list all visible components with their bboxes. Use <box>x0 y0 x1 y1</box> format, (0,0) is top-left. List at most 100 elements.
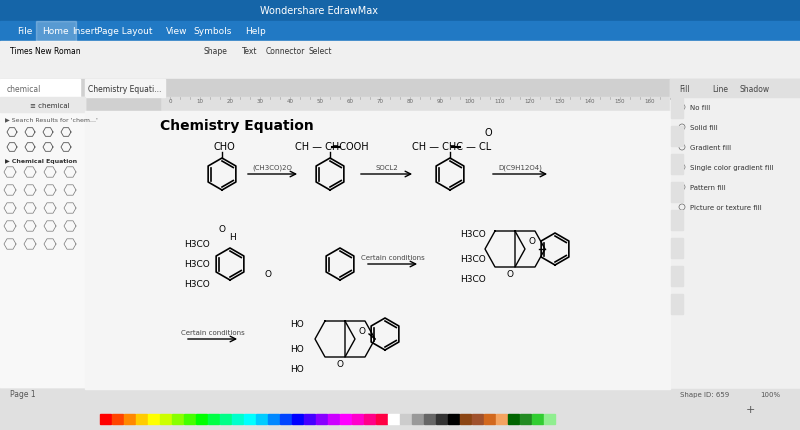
Text: Text: Text <box>242 47 258 56</box>
Bar <box>0 80 800 98</box>
Text: Certain conditions: Certain conditions <box>361 255 424 261</box>
Text: 100%: 100% <box>760 391 780 397</box>
Bar <box>124 414 135 424</box>
Text: O: O <box>337 359 343 369</box>
Text: H3CO: H3CO <box>184 260 210 269</box>
Bar <box>0 42 800 62</box>
Text: Chemistry Equation: Chemistry Equation <box>160 119 314 133</box>
Bar <box>424 414 435 424</box>
Text: SOCL2: SOCL2 <box>375 165 398 171</box>
Text: Select: Select <box>308 47 332 56</box>
Text: File: File <box>18 28 33 37</box>
Bar <box>268 414 279 424</box>
Bar <box>472 414 483 424</box>
Text: 140: 140 <box>585 99 595 104</box>
Text: Solid fill: Solid fill <box>690 125 718 131</box>
Bar <box>388 414 399 424</box>
Text: H3CO: H3CO <box>184 280 210 289</box>
Text: Page 1: Page 1 <box>10 390 36 399</box>
Bar <box>0 80 80 98</box>
Bar <box>436 414 447 424</box>
Text: Line: Line <box>712 84 728 93</box>
Bar <box>220 414 231 424</box>
Bar <box>671 155 683 175</box>
Text: 110: 110 <box>494 99 506 104</box>
Text: Chemistry Equati...: Chemistry Equati... <box>88 84 162 93</box>
Bar <box>508 414 519 424</box>
Bar <box>316 414 327 424</box>
Text: Times New Roman: Times New Roman <box>10 47 81 56</box>
Text: 30: 30 <box>257 99 263 104</box>
Bar <box>671 239 683 258</box>
Bar <box>136 414 147 424</box>
Text: O: O <box>506 270 514 279</box>
Text: Home: Home <box>42 28 68 37</box>
Text: 90: 90 <box>437 99 443 104</box>
Text: Page Layout: Page Layout <box>98 28 153 37</box>
Text: H3CO: H3CO <box>184 240 210 249</box>
Bar <box>0 389 800 430</box>
Bar <box>340 414 351 424</box>
Bar <box>532 414 543 424</box>
Bar <box>304 414 315 424</box>
Bar <box>100 414 111 424</box>
Text: Shadow: Shadow <box>740 84 770 93</box>
Text: O: O <box>529 237 535 246</box>
Bar <box>670 80 800 399</box>
Text: 50: 50 <box>317 99 323 104</box>
Bar <box>85 112 670 389</box>
Text: View: View <box>166 28 188 37</box>
Text: CH — CHCOOH: CH — CHCOOH <box>295 141 369 152</box>
Bar <box>172 414 183 424</box>
Bar <box>544 414 555 424</box>
Bar <box>184 414 195 424</box>
Bar <box>671 211 683 230</box>
Bar <box>160 414 171 424</box>
Text: Connector: Connector <box>266 47 305 56</box>
Bar <box>36 22 76 42</box>
Text: HO: HO <box>290 320 304 329</box>
Bar <box>208 414 219 424</box>
Text: Insert: Insert <box>72 28 98 37</box>
Text: 70: 70 <box>377 99 383 104</box>
Text: ▶ Search Results for 'chem...': ▶ Search Results for 'chem...' <box>5 117 98 122</box>
Bar <box>400 414 411 424</box>
Text: O: O <box>484 128 492 138</box>
Bar <box>412 414 423 424</box>
Text: 160: 160 <box>645 99 655 104</box>
Text: Picture or texture fill: Picture or texture fill <box>690 205 762 211</box>
Text: H: H <box>229 233 235 242</box>
Text: D(C9H12O4): D(C9H12O4) <box>498 164 542 171</box>
Bar <box>196 414 207 424</box>
Text: 0: 0 <box>168 99 172 104</box>
Bar <box>496 414 507 424</box>
Text: Fill: Fill <box>680 84 690 93</box>
Text: Wondershare EdrawMax: Wondershare EdrawMax <box>260 6 378 16</box>
Text: Shape: Shape <box>203 47 227 56</box>
Bar <box>671 294 683 314</box>
Text: (CH3CO)2O: (CH3CO)2O <box>253 164 293 171</box>
Bar <box>0 98 85 113</box>
Text: No fill: No fill <box>690 105 710 111</box>
Text: H3CO: H3CO <box>460 275 486 284</box>
Text: 150: 150 <box>614 99 626 104</box>
Bar <box>364 414 375 424</box>
Text: Shape ID: 659: Shape ID: 659 <box>680 391 730 397</box>
Text: 120: 120 <box>525 99 535 104</box>
Bar <box>671 99 683 119</box>
Text: 40: 40 <box>286 99 294 104</box>
Text: 100: 100 <box>465 99 475 104</box>
Text: 80: 80 <box>406 99 414 104</box>
Bar <box>520 414 531 424</box>
Text: 10: 10 <box>197 99 203 104</box>
Bar <box>232 414 243 424</box>
Text: Help: Help <box>245 28 266 37</box>
Text: O: O <box>358 327 366 336</box>
Bar <box>244 414 255 424</box>
Text: HO: HO <box>290 345 304 354</box>
Bar <box>148 414 159 424</box>
Bar <box>671 183 683 203</box>
Text: chemical: chemical <box>7 84 42 93</box>
Text: 20: 20 <box>226 99 234 104</box>
Text: Pattern fill: Pattern fill <box>690 184 726 190</box>
